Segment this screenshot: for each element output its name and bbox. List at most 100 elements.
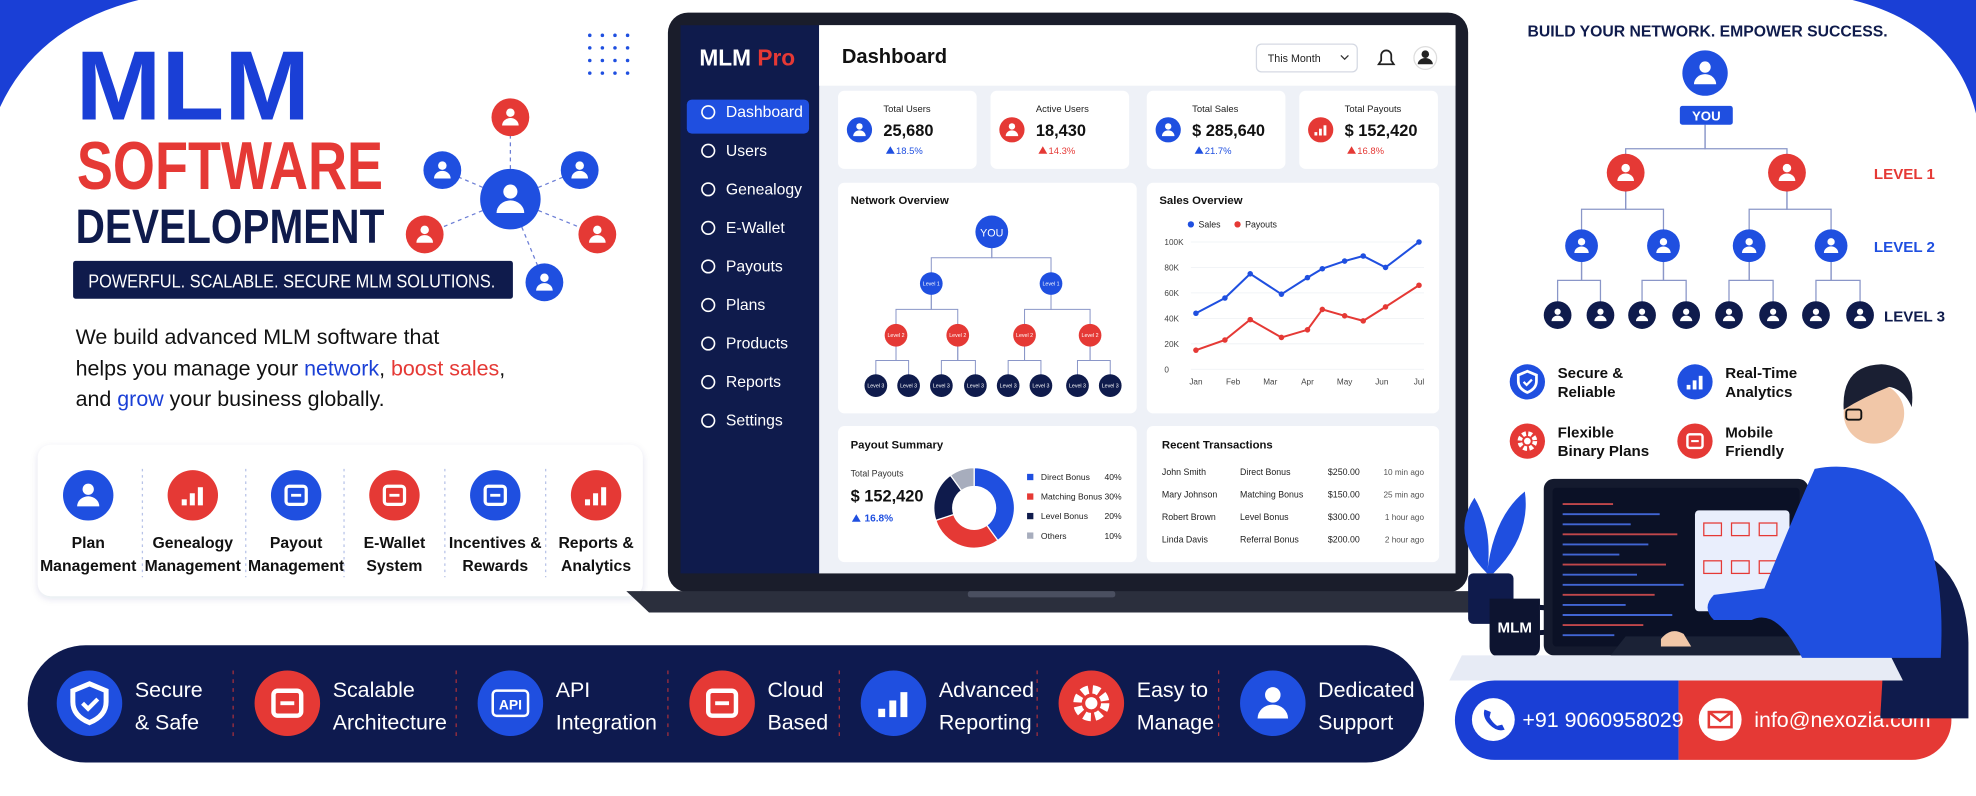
- phone-panel: [1454, 680, 1679, 760]
- txn-amount: $300.00: [1328, 512, 1360, 522]
- series-point: [1416, 282, 1422, 289]
- menu-item[interactable]: Settings: [726, 413, 783, 430]
- panel-feature-label: Real-Time: [1725, 365, 1797, 382]
- icon-glyph: [1517, 431, 1538, 451]
- description: and grow your business globally.: [76, 387, 385, 411]
- stat-icon: [1155, 117, 1181, 143]
- card: [1146, 182, 1440, 414]
- x-tick-label: May: [1337, 377, 1353, 386]
- menu-item[interactable]: Reports: [726, 374, 781, 391]
- icon-glyph: [1073, 685, 1110, 722]
- tree-link: [957, 335, 976, 386]
- period-dropdown[interactable]: [1255, 43, 1358, 73]
- phone-number[interactable]: +91 9060958029: [1522, 708, 1683, 732]
- icon-glyph: [382, 484, 407, 506]
- stat-change: 16.8%: [1357, 146, 1384, 157]
- node-label: Level 3: [967, 384, 984, 390]
- node-label: Level 2: [1082, 333, 1099, 339]
- menu-item[interactable]: Users: [726, 143, 767, 160]
- glyph-head: [1856, 308, 1864, 315]
- description-accent: boost sales: [391, 357, 499, 381]
- bar-icon: [477, 670, 544, 736]
- glyph-head: [1770, 308, 1777, 315]
- menu-item[interactable]: E-Wallet: [726, 220, 786, 237]
- icon-glyph: [1686, 375, 1703, 390]
- avatar-ring[interactable]: [1413, 46, 1438, 70]
- network-node: [578, 215, 617, 254]
- menu-item[interactable]: Genealogy: [726, 181, 802, 198]
- tree-root: [975, 215, 1009, 249]
- glyph-body: [1809, 315, 1823, 322]
- tree-link: [930, 283, 959, 336]
- node-label: Level 1: [1042, 281, 1059, 287]
- change-arrow: [1347, 146, 1356, 154]
- bar-label: Architecture: [333, 711, 447, 735]
- glyph-bar: [181, 499, 187, 506]
- glyph-check: [81, 697, 100, 712]
- glyph-head: [1725, 308, 1733, 315]
- icon-glyph: [1778, 163, 1796, 181]
- bar-label: Scalable: [333, 678, 415, 702]
- txn-name: John Smith: [1162, 467, 1206, 477]
- person-hand: [1660, 631, 1692, 647]
- network-illustration: [405, 33, 630, 302]
- glyph-body: [496, 200, 525, 214]
- glyph-body: [434, 170, 451, 179]
- bell-icon[interactable]: [1377, 49, 1396, 66]
- glyph-body: [1823, 246, 1839, 253]
- chip-glyph: [491, 689, 530, 718]
- menu-item[interactable]: Dashboard: [726, 104, 803, 121]
- glyph-check: [1522, 378, 1533, 387]
- legend-swatch: [1187, 221, 1195, 228]
- tree-node: [930, 374, 953, 397]
- menu-icon: [701, 336, 716, 351]
- dot-grid: [613, 58, 617, 63]
- tree-node: [1814, 229, 1848, 263]
- menu-item[interactable]: Payouts: [726, 258, 783, 275]
- stat-value: $ 152,420: [1345, 122, 1418, 140]
- txn-amount: $200.00: [1328, 534, 1360, 544]
- series-point: [1416, 239, 1422, 245]
- panel-feature-label: Reliable: [1558, 384, 1616, 401]
- change-arrow: [1194, 146, 1204, 154]
- bar-label: & Safe: [135, 711, 199, 735]
- series-line: [1195, 284, 1420, 352]
- bar-label: Integration: [556, 711, 657, 735]
- feature-label: Genealogy: [153, 535, 234, 552]
- menu-item[interactable]: Plans: [726, 297, 766, 314]
- tree-node: [884, 323, 908, 347]
- series-point: [1304, 327, 1311, 333]
- icon-glyph: [1005, 123, 1019, 137]
- glyph-head: [1597, 308, 1604, 315]
- network-node: [560, 151, 599, 190]
- icon-glyph: [878, 692, 908, 718]
- tree-node: [1715, 301, 1743, 329]
- icon-glyph: [181, 487, 203, 506]
- glasses: [1845, 408, 1863, 421]
- glyph-body: [853, 130, 866, 137]
- card: [838, 90, 977, 169]
- person-body: [1707, 466, 1942, 658]
- feature-label: System: [366, 558, 422, 575]
- series-point: [1222, 337, 1228, 343]
- glyph-head: [856, 123, 863, 130]
- glyph-body: [589, 235, 606, 243]
- legend-label: Matching Bonus: [1041, 492, 1102, 502]
- card-title: Recent Transactions: [1162, 440, 1273, 452]
- tree-link: [1050, 283, 1091, 336]
- tree-node: [1013, 323, 1036, 347]
- series-point: [1341, 258, 1348, 264]
- menu-active[interactable]: [686, 99, 810, 134]
- glyph-gear: [1524, 437, 1531, 445]
- email-glyph: [1708, 711, 1733, 723]
- series-point: [1193, 347, 1199, 353]
- panel-feature-label: Binary Plans: [1558, 443, 1650, 460]
- bar-label: Secure: [135, 678, 203, 702]
- series-point: [1360, 253, 1366, 259]
- tree-node: [946, 323, 970, 347]
- menu-item[interactable]: Products: [726, 336, 788, 353]
- panel-title: BUILD YOUR NETWORK. EMPOWER SUCCESS.: [1527, 24, 1887, 41]
- glyph-head: [503, 184, 518, 199]
- icon-glyph: [77, 483, 100, 507]
- tree-link: [1580, 245, 1602, 316]
